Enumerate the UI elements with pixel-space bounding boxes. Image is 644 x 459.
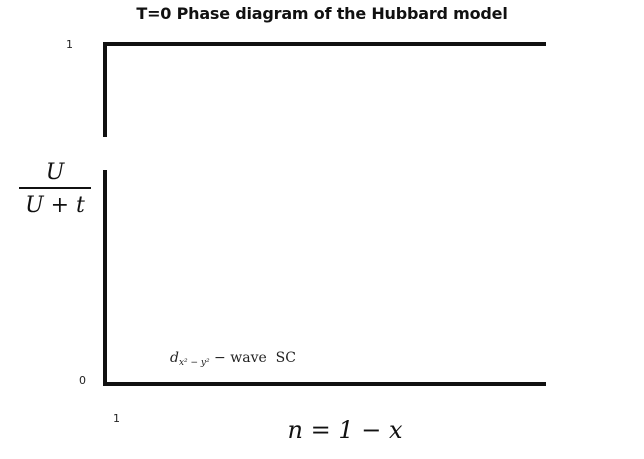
- phase-boundary-top: [103, 42, 546, 46]
- y-axis-upper-segment: [103, 42, 107, 137]
- x-axis-tick: 1: [113, 412, 120, 425]
- x-axis-label-text: n = 1 − x: [287, 416, 403, 444]
- y-axis-label-numerator: U: [45, 160, 65, 185]
- y-axis-label-denominator: U + t: [25, 192, 85, 218]
- x-axis-line: [103, 382, 546, 386]
- sc-label-text: − wave SC: [209, 350, 296, 366]
- y-axis-tick-top: 1: [66, 38, 73, 51]
- x-axis-label: n = 1 − x: [260, 416, 430, 444]
- sc-region-label: dx² − y² − wave SC: [170, 350, 296, 368]
- sc-label-subscript: x² − y²: [178, 358, 210, 368]
- sc-label-symbol: d: [170, 350, 179, 366]
- y-axis-tick-bottom: 0: [79, 374, 86, 387]
- fraction-bar: [19, 187, 91, 189]
- y-axis-lower-segment: [103, 170, 107, 386]
- diagram-title: T=0 Phase diagram of the Hubbard model: [136, 4, 508, 23]
- y-axis-label: U U + t: [15, 160, 95, 218]
